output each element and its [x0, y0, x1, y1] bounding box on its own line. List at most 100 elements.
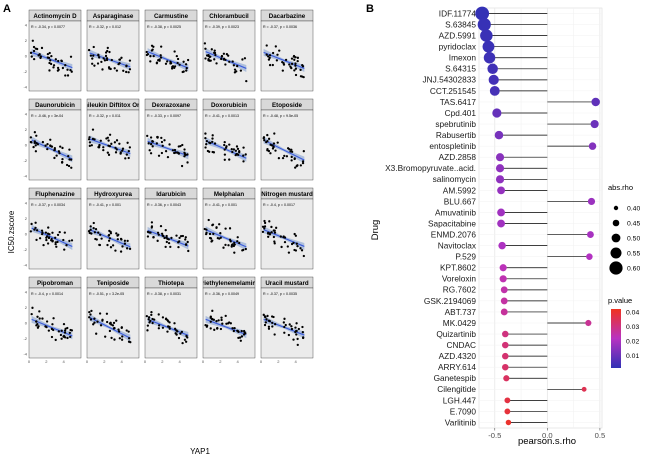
- data-point: [282, 62, 285, 65]
- data-point: [33, 140, 36, 143]
- facet-stat: R = -0.51, p = 3.2e-05: [89, 292, 124, 296]
- data-point: [207, 58, 210, 61]
- data-point: [173, 327, 177, 330]
- lollipop-dot: [502, 341, 509, 349]
- lollipop-row: Imexon: [449, 51, 548, 64]
- data-point: [126, 141, 129, 144]
- lollipop-row: ENMD.2076: [431, 229, 594, 239]
- data-point: [179, 332, 182, 335]
- facet: Asparaginase R = -0.32, p = 0.012: [86, 9, 140, 92]
- data-point: [90, 144, 93, 147]
- data-point: [177, 336, 181, 340]
- data-point: [179, 144, 182, 148]
- data-point: [278, 49, 281, 52]
- data-point: [270, 231, 273, 234]
- drug-label: CNDAC: [446, 340, 476, 350]
- data-point: [267, 149, 271, 153]
- data-point: [184, 236, 187, 239]
- data-point: [52, 317, 55, 320]
- lollipop-dot: [504, 397, 511, 404]
- data-point: [204, 47, 207, 50]
- data-point: [150, 221, 154, 224]
- data-point: [51, 239, 54, 243]
- data-point: [66, 74, 70, 77]
- data-point: [274, 45, 277, 48]
- drug-label: AM.5992: [443, 185, 477, 195]
- data-point: [183, 148, 186, 151]
- data-point: [99, 324, 103, 327]
- panel-b-letter: B: [366, 3, 374, 15]
- data-point: [236, 240, 239, 243]
- data-point: [292, 338, 295, 341]
- data-point: [211, 140, 214, 144]
- facet: Fluphenazine R = -0.37, p = 0.0034 -4 -2 0 2 4: [23, 187, 82, 270]
- data-point: [32, 49, 36, 53]
- data-point: [108, 237, 112, 240]
- lollipop-dot: [494, 130, 504, 140]
- lollipop-dot: [503, 375, 510, 382]
- data-point: [160, 151, 164, 155]
- data-point: [177, 245, 180, 249]
- data-point: [290, 155, 293, 159]
- data-point: [224, 314, 227, 318]
- data-point: [107, 239, 111, 242]
- data-point: [107, 139, 110, 142]
- data-point: [164, 317, 168, 320]
- data-point: [216, 326, 219, 330]
- data-point: [279, 235, 282, 238]
- data-point: [147, 316, 151, 319]
- data-point: [268, 220, 271, 223]
- data-point: [264, 315, 267, 319]
- data-point: [124, 157, 127, 160]
- x-tick-label: 0.0: [542, 431, 553, 440]
- legend-color-label: 0.02: [626, 338, 639, 345]
- data-point: [296, 245, 299, 248]
- lollipop-dot: [495, 153, 505, 162]
- data-point: [241, 58, 244, 61]
- data-point: [112, 321, 116, 325]
- facet: Denileukin Diftitox Ontak R = -0.32, p = …: [86, 98, 140, 181]
- data-point: [89, 228, 92, 231]
- data-point: [68, 148, 71, 151]
- legend-size-dot: [612, 219, 620, 227]
- y-tick-label: -4: [23, 85, 27, 90]
- data-point: [268, 54, 272, 57]
- data-point: [145, 314, 148, 318]
- data-point: [146, 235, 150, 238]
- y-tick-label: 0: [25, 142, 28, 147]
- data-point: [169, 60, 172, 63]
- data-point: [276, 53, 279, 56]
- data-point: [233, 68, 237, 71]
- data-point: [60, 329, 63, 332]
- facet: Triethylenemelamine R = -0.36, p = 0.0049…: [202, 276, 256, 364]
- data-point: [148, 149, 151, 152]
- data-point: [32, 145, 35, 149]
- data-point: [299, 75, 303, 78]
- facet-stat: R = -0.39, p = 0.0023: [205, 25, 239, 29]
- data-point: [149, 142, 153, 146]
- data-point: [36, 322, 39, 326]
- data-point: [272, 235, 276, 239]
- facet-stat: R = -0.41, p = 0.001: [89, 203, 121, 207]
- lollipop-dot: [588, 142, 597, 150]
- data-point: [115, 232, 118, 235]
- data-point: [240, 329, 243, 333]
- data-point: [293, 232, 296, 236]
- data-point: [157, 324, 161, 327]
- facet: Pipobroman R = -0.4, p = 0.0014 -4 -2 0 2 4 0 2 4: [23, 276, 82, 364]
- data-point: [58, 151, 61, 155]
- x-tick-label: -0.5: [488, 431, 501, 440]
- data-point: [92, 323, 95, 326]
- data-point: [156, 239, 159, 242]
- facet-title: Daunorubicin: [35, 102, 75, 109]
- facet-title: Thiotepa: [158, 280, 184, 287]
- data-point: [221, 322, 224, 325]
- drug-label: CCT.251545: [430, 86, 477, 96]
- data-point: [166, 60, 169, 63]
- facet-stat: R = -0.46, p = 3e-04: [31, 114, 63, 118]
- y-tick-label: -4: [23, 263, 27, 268]
- drug-label: Sapacitabine: [428, 218, 476, 228]
- data-point: [268, 232, 271, 235]
- data-point: [290, 148, 293, 151]
- data-point: [115, 69, 119, 72]
